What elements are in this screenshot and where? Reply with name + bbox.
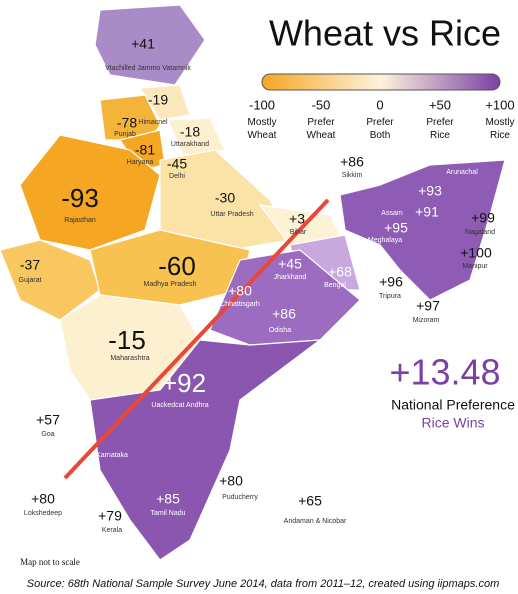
- region-name: Delhi: [169, 173, 185, 180]
- region-value: +85: [156, 491, 180, 507]
- region-name: Manipur: [462, 263, 488, 270]
- region-name: Puducherry: [222, 494, 258, 501]
- region-value: -78: [117, 115, 137, 131]
- region-name: Punjab: [114, 131, 136, 138]
- region-value: +95: [384, 220, 408, 236]
- region-name: Sikkim: [342, 172, 363, 179]
- region-name: Rajasthan: [64, 217, 96, 224]
- region-shape: [339, 159, 506, 301]
- region-name: Tamil Nadu: [150, 510, 185, 517]
- region-value: +80: [31, 491, 55, 507]
- region-name: Meghalaya: [368, 237, 402, 244]
- region-name: Mizoram: [413, 317, 440, 324]
- region-value: +86: [272, 306, 296, 322]
- region-value: +97: [416, 298, 440, 314]
- region-value: -93: [61, 183, 99, 213]
- region-name: Odisha: [269, 327, 291, 334]
- national-label: National Preference: [391, 397, 515, 413]
- region-value: +96: [379, 274, 403, 290]
- region-value: +41: [131, 36, 155, 52]
- region-value: +80: [228, 283, 252, 299]
- legend-tick: -50: [312, 97, 331, 112]
- region-name: Assam: [381, 210, 403, 217]
- region-name: Bengal: [324, 282, 346, 289]
- region-name: Karnataka: [96, 452, 128, 459]
- region-value: +57: [36, 412, 60, 428]
- region-name: Kerala: [102, 527, 122, 534]
- region-name: Maharashtra: [110, 355, 149, 362]
- region-value: -60: [158, 251, 196, 281]
- region-value: -37: [20, 257, 40, 273]
- region-value: -19: [148, 92, 168, 108]
- region-value: +80: [219, 473, 243, 489]
- legend-label: Prefer Rice: [426, 117, 454, 141]
- region-name: Haryana: [127, 159, 154, 166]
- region-name: Goa: [41, 431, 54, 438]
- region-name: Jharkhand: [274, 274, 307, 281]
- region-value: -45: [167, 156, 187, 172]
- region-value: +68: [328, 264, 352, 280]
- region-value: +79: [98, 508, 122, 524]
- region-value: +91: [415, 204, 439, 220]
- region-value: +99: [471, 210, 495, 226]
- note: Map not to scale: [20, 557, 80, 567]
- legend-label: Mostly Wheat: [248, 117, 277, 141]
- region-name: Lokshedeep: [24, 510, 62, 517]
- region-value: +93: [418, 183, 442, 199]
- region-name: Gujarat: [19, 277, 42, 284]
- national-verdict: Rice Wins: [421, 415, 484, 431]
- map: [0, 4, 506, 561]
- region-name: Vtachilled Jammo Vatamnik: [105, 65, 191, 72]
- region-shape: [167, 117, 226, 161]
- legend-label: Mostly Rice: [486, 117, 515, 141]
- region-name: Uackedcat Andhra: [151, 402, 208, 409]
- legend-label: Prefer Both: [366, 117, 394, 141]
- region-shape: [19, 134, 161, 251]
- region-value: -30: [215, 190, 235, 206]
- region-name: Andaman & Nicobar: [284, 518, 347, 525]
- region-name: Uttar Pradesh: [210, 211, 253, 218]
- region-value: +86: [340, 154, 364, 170]
- region-name: Tripura: [379, 293, 401, 300]
- region-name: Chhattisgarh: [220, 301, 260, 308]
- region-shape: [89, 339, 322, 561]
- region-name: Uttarakhand: [171, 141, 209, 148]
- national-value: +13.48: [389, 352, 500, 393]
- legend-tick: -100: [249, 97, 275, 112]
- region-name: Arunachal: [446, 169, 478, 176]
- region-value: -18: [180, 124, 200, 140]
- region-value: +100: [460, 245, 492, 261]
- legend-tick: +50: [429, 97, 451, 112]
- region-name: Himacnel: [138, 119, 168, 126]
- region-value: -81: [135, 142, 155, 158]
- source: Source: 68th National Sample Survey June…: [27, 578, 499, 590]
- divide-line: [63, 198, 330, 480]
- region-name: Nagaland: [465, 229, 495, 236]
- region-shape: [138, 84, 191, 121]
- region-name: Bihar: [290, 229, 307, 236]
- region-value: -15: [108, 325, 146, 355]
- title: Wheat vs Rice: [269, 13, 501, 54]
- region-value: +3: [289, 211, 305, 227]
- legend-tick: +100: [485, 97, 514, 112]
- region-value: +92: [162, 368, 206, 398]
- region-value: +45: [278, 256, 302, 272]
- region-name: Madhya Pradesh: [144, 281, 197, 288]
- legend-tick: 0: [376, 97, 383, 112]
- region-value: +65: [298, 493, 322, 509]
- legend-label: Prefer Wheat: [307, 117, 336, 141]
- legend-bar: [261, 73, 501, 91]
- labels: -100 Mostly Wheat -50 Prefer Wheat 0 Prefer Both…: [19, 36, 515, 534]
